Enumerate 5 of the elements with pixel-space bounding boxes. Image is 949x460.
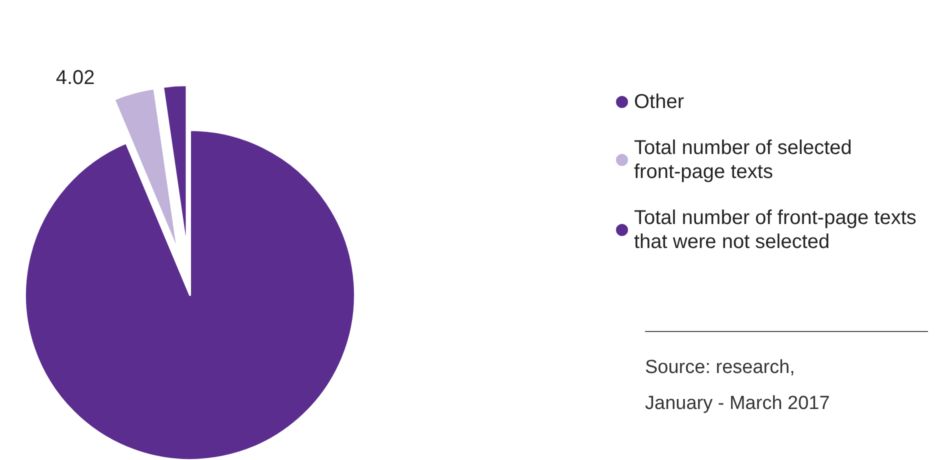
- data-label: 4.02: [56, 67, 95, 90]
- legend-label: Other: [634, 91, 684, 113]
- legend-label: Total number of front-page texts that were not selected: [634, 207, 922, 253]
- source-note: Source: research, January - March 2017: [645, 356, 830, 416]
- legend-label: Total number of selected front-page texts: [634, 137, 858, 183]
